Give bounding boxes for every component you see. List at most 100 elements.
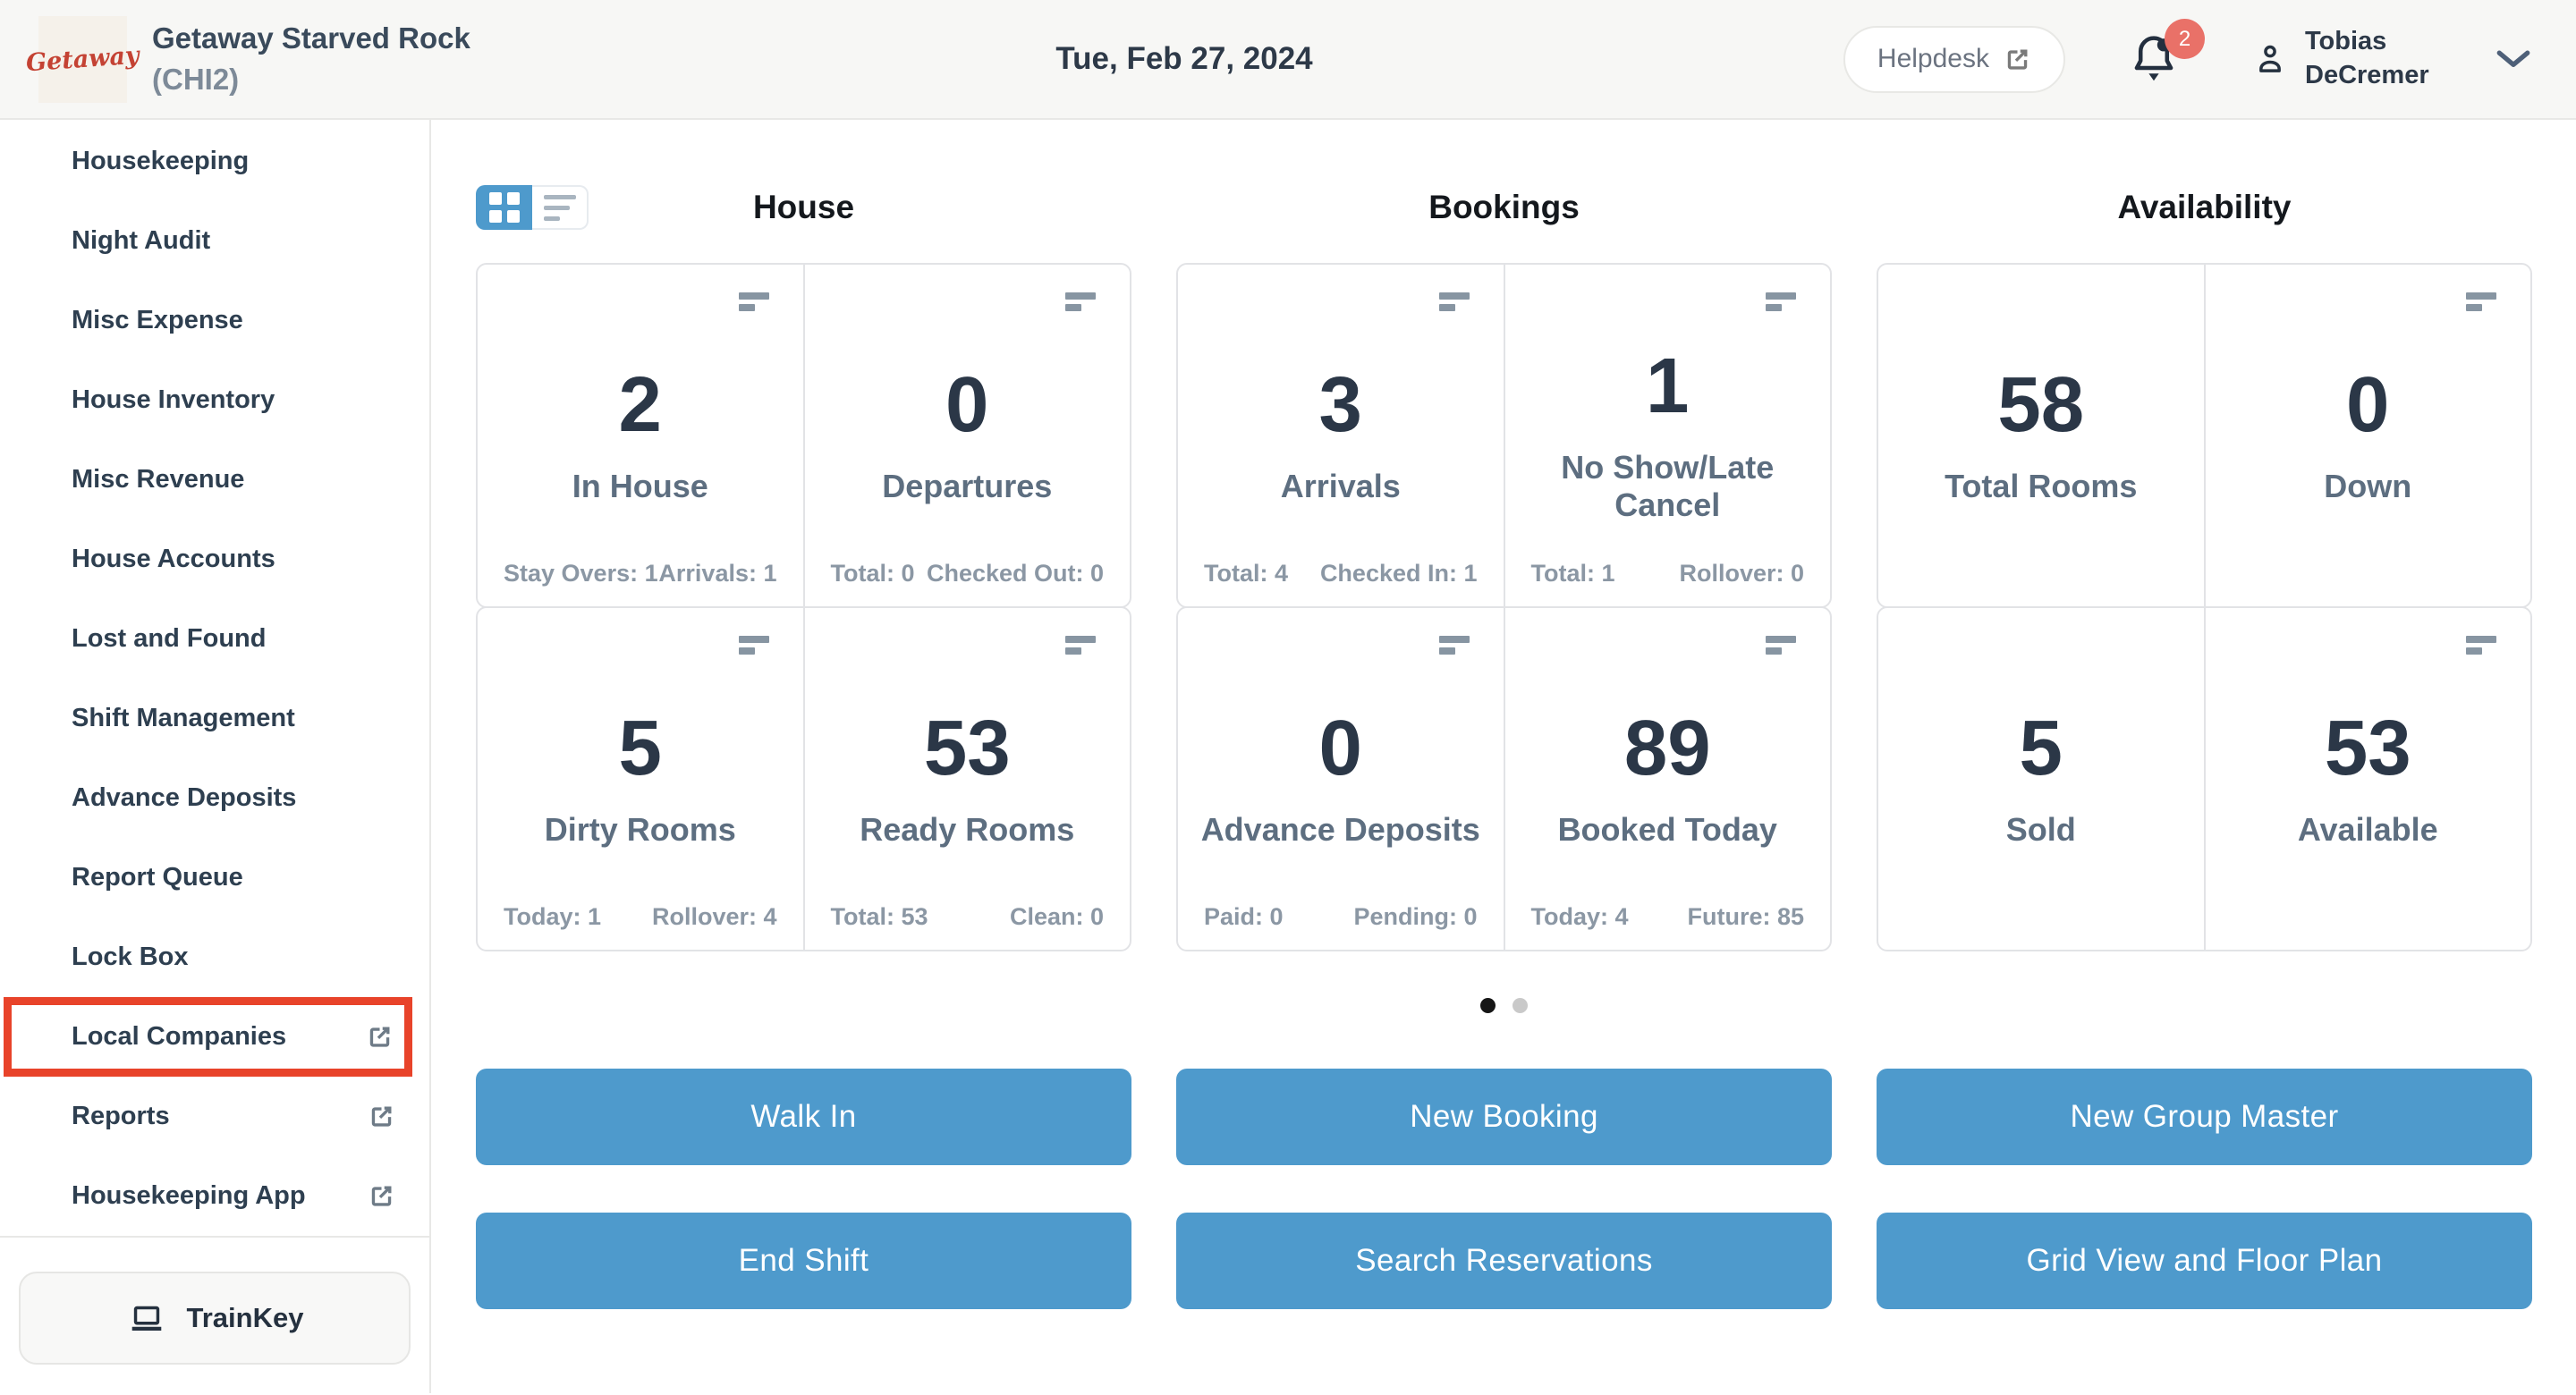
sidebar-item-misc-expense[interactable]: Misc Expense (0, 281, 429, 360)
card-label: Advance Deposits (1200, 811, 1480, 848)
sidebar-item-report-queue[interactable]: Report Queue (0, 838, 429, 917)
sidebar-item-advance-deposits[interactable]: Advance Deposits (0, 758, 429, 838)
sidebar-item-label: Lost and Found (72, 624, 267, 653)
card-value: 2 (618, 361, 662, 448)
sidebar-item-label: House Accounts (72, 545, 275, 573)
sidebar-item-shift-management[interactable]: Shift Management (0, 679, 429, 758)
pagination-dot-2[interactable] (1513, 998, 1528, 1013)
card-sold: 5 Sold (1878, 608, 2204, 950)
end-shift-button[interactable]: End Shift (476, 1213, 1131, 1309)
sidebar-item-housekeeping-app[interactable]: Housekeeping App (0, 1156, 429, 1236)
card-menu-icon[interactable] (738, 292, 769, 311)
card-menu-icon[interactable] (1065, 636, 1096, 655)
card-stat-right: Future: 85 (1687, 903, 1804, 930)
helpdesk-button[interactable]: Helpdesk (1843, 25, 2065, 93)
list-view-button[interactable] (532, 185, 589, 230)
column-headers: House Bookings Availability (476, 185, 2532, 230)
sidebar-bottom-panel: TrainKey (0, 1236, 429, 1395)
card-value: 58 (1997, 361, 2085, 448)
external-link-icon (368, 1182, 395, 1210)
card-value: 0 (1318, 705, 1362, 791)
card-departures: 0 Departures Total: 0 Checked Out: 0 (802, 265, 1131, 606)
card-stats: Total: 53 Clean: 0 (831, 903, 1105, 931)
sidebar-item-reports[interactable]: Reports (0, 1077, 429, 1156)
chevron-down-icon (2496, 50, 2530, 67)
notifications-button[interactable]: 2 (2128, 19, 2205, 87)
sidebar-item-housekeeping[interactable]: Housekeeping (0, 122, 429, 201)
bookings-row-1: 3 Arrivals Total: 4 Checked In: 1 1 No S… (1176, 263, 1832, 608)
house-row-1: 2 In House Stay Overs: 1 Arrivals: 1 0 D… (476, 263, 1131, 608)
card-in-house: 2 In House Stay Overs: 1 Arrivals: 1 (478, 265, 803, 606)
card-value: 1 (1646, 342, 1690, 429)
brand-logo-text: Getaway (25, 41, 140, 77)
card-value: 0 (2346, 361, 2390, 448)
sidebar-item-local-companies[interactable]: Local Companies (4, 997, 412, 1077)
grid-icon (488, 192, 520, 223)
card-value: 5 (2019, 705, 2063, 791)
card-down: 0 Down (2203, 265, 2531, 606)
grid-view-button[interactable] (476, 185, 532, 230)
header-actions: Helpdesk 2 (1843, 19, 2532, 93)
card-stat-left: Today: 1 (504, 903, 602, 930)
bookings-column: 3 Arrivals Total: 4 Checked In: 1 1 No S… (1176, 263, 1832, 951)
trainkey-button[interactable]: TrainKey (19, 1272, 411, 1365)
card-total-rooms: 58 Total Rooms (1878, 265, 2204, 606)
card-menu-icon[interactable] (1065, 292, 1096, 311)
dashboard-main: House Bookings Availability 2 In House (431, 120, 2576, 1393)
external-link-icon (366, 1023, 394, 1051)
sidebar-item-label: Misc Revenue (72, 465, 245, 494)
card-stat-right: Pending: 0 (1353, 903, 1478, 930)
card-menu-icon[interactable] (1766, 636, 1796, 655)
pagination-dot-1[interactable] (1480, 998, 1496, 1013)
sidebar-item-label: House Inventory (72, 385, 275, 414)
card-value: 3 (1318, 361, 1362, 448)
card-menu-icon[interactable] (1438, 292, 1470, 311)
sidebar-item-lock-box[interactable]: Lock Box (0, 917, 429, 997)
sidebar-item-house-accounts[interactable]: House Accounts (0, 520, 429, 599)
brand-logo: Getaway (25, 15, 140, 103)
view-toggle (476, 185, 589, 230)
card-stat-left: Paid: 0 (1204, 903, 1284, 930)
sidebar-item-house-inventory[interactable]: House Inventory (0, 360, 429, 440)
card-available: 53 Available (2203, 608, 2531, 950)
card-stat-left: Today: 4 (1530, 903, 1629, 930)
house-row-2: 5 Dirty Rooms Today: 1 Rollover: 4 53 Re… (476, 606, 1131, 951)
card-menu-icon[interactable] (1766, 292, 1796, 311)
user-menu[interactable]: Tobias DeCremer (2251, 25, 2448, 92)
external-link-icon (2004, 46, 2031, 73)
card-stat-right: Arrivals: 1 (658, 560, 777, 587)
card-menu-icon[interactable] (2466, 292, 2496, 311)
user-name: Tobias DeCremer (2305, 27, 2429, 89)
search-reservations-button[interactable]: Search Reservations (1176, 1213, 1832, 1309)
card-stat-left: Total: 0 (830, 560, 915, 587)
card-menu-icon[interactable] (1438, 636, 1470, 655)
sidebar-item-night-audit[interactable]: Night Audit (0, 201, 429, 281)
helpdesk-label: Helpdesk (1877, 44, 1989, 73)
availability-row-2: 5 Sold 53 Available (1877, 606, 2532, 951)
stat-cards-area: 2 In House Stay Overs: 1 Arrivals: 1 0 D… (476, 263, 2532, 951)
card-stats: Today: 1 Rollover: 4 (504, 903, 777, 931)
card-value: 89 (1623, 705, 1711, 791)
card-label: Available (2297, 811, 2438, 848)
card-stat-right: Clean: 0 (1009, 903, 1104, 930)
sidebar-item-label: Reports (72, 1102, 170, 1130)
card-dirty-rooms: 5 Dirty Rooms Today: 1 Rollover: 4 (478, 608, 803, 950)
card-menu-icon[interactable] (2466, 636, 2496, 655)
card-stat-left: Total: 1 (1530, 560, 1615, 587)
sidebar-item-label: Shift Management (72, 704, 295, 732)
card-stat-left: Total: 53 (830, 903, 928, 930)
grid-view-floor-plan-button[interactable]: Grid View and Floor Plan (1877, 1213, 2532, 1309)
new-group-master-button[interactable]: New Group Master (1877, 1069, 2532, 1165)
quick-actions: Walk In New Booking New Group Master End… (476, 1069, 2532, 1309)
sidebar-nav: Housekeeping Night Audit Misc Expense Ho… (0, 122, 429, 1236)
sidebar-item-misc-revenue[interactable]: Misc Revenue (0, 440, 429, 520)
walk-in-button[interactable]: Walk In (476, 1069, 1131, 1165)
card-stats: Total: 4 Checked In: 1 (1204, 560, 1478, 588)
sidebar-item-lost-and-found[interactable]: Lost and Found (0, 599, 429, 679)
card-stat-left: Stay Overs: 1 (504, 560, 658, 587)
card-label: Total Rooms (1945, 468, 2138, 504)
card-menu-icon[interactable] (738, 636, 769, 655)
sidebar-item-label: Advance Deposits (72, 783, 297, 812)
user-menu-chevron[interactable] (2495, 47, 2532, 71)
new-booking-button[interactable]: New Booking (1176, 1069, 1832, 1165)
